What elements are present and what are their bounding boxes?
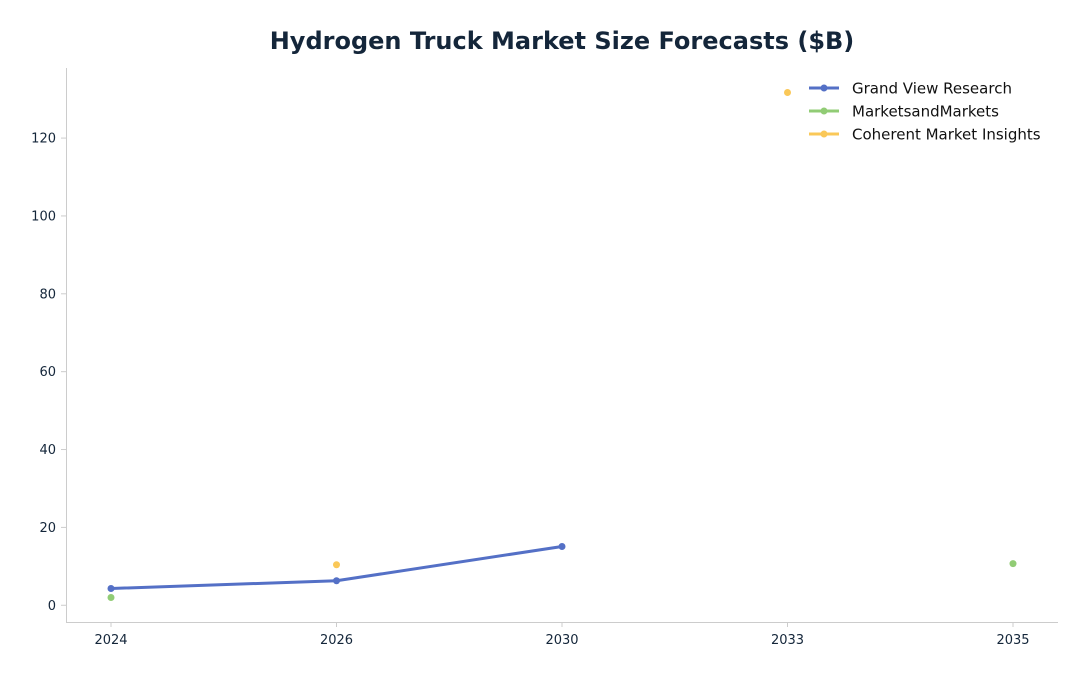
series-2 <box>333 89 791 569</box>
y-tick-label: 20 <box>39 521 56 536</box>
x-tick-label: 2026 <box>320 633 353 648</box>
data-point <box>784 89 791 97</box>
series-line-segment <box>335 544 564 583</box>
y-ticks: 0 20 40 60 80 100 120 <box>31 132 66 614</box>
x-ticks: 2024 2026 2030 2033 2035 <box>94 622 1030 648</box>
legend-marker <box>820 84 828 92</box>
y-tick-label: 80 <box>39 287 56 302</box>
series-0 <box>107 542 566 593</box>
data-point <box>333 577 340 585</box>
y-tick-label: 60 <box>39 365 56 380</box>
legend-marker <box>820 130 828 138</box>
legend-label: Coherent Market Insights <box>852 126 1041 144</box>
data-point <box>107 593 115 601</box>
data-point <box>558 542 566 550</box>
data-point <box>107 585 115 593</box>
chart-title: Hydrogen Truck Market Size Forecasts ($B… <box>270 27 855 55</box>
legend-label: Grand View Research <box>852 80 1012 98</box>
series-layer <box>107 89 1017 601</box>
x-tick-label: 2035 <box>996 633 1029 648</box>
y-tick-label: 120 <box>31 132 56 147</box>
legend-item: Grand View Research <box>809 80 1012 98</box>
legend: Grand View Research MarketsandMarkets Cohe… <box>809 80 1041 144</box>
series-line-segment <box>109 579 338 591</box>
x-tick-label: 2024 <box>94 633 127 648</box>
y-tick-label: 40 <box>39 443 56 458</box>
x-tick-label: 2030 <box>545 633 578 648</box>
series-1 <box>107 560 1017 601</box>
legend-marker <box>820 107 828 115</box>
data-point <box>1009 560 1017 568</box>
axes <box>66 68 1058 623</box>
data-point <box>333 561 340 569</box>
legend-label: MarketsandMarkets <box>852 103 999 121</box>
y-tick-label: 100 <box>31 209 56 224</box>
legend-item: Coherent Market Insights <box>809 126 1041 144</box>
y-tick-label: 0 <box>48 599 56 614</box>
legend-item: MarketsandMarkets <box>809 103 999 121</box>
x-tick-label: 2033 <box>771 633 804 648</box>
